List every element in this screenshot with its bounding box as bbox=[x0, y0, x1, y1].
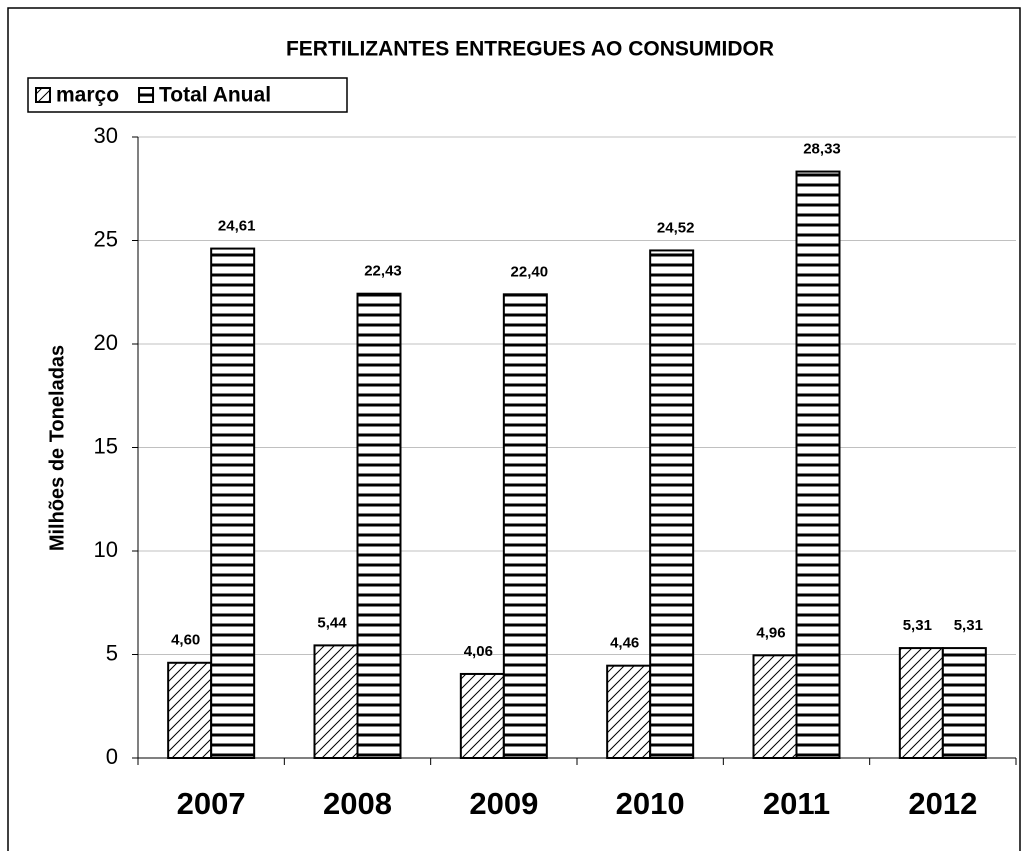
y-tick-label: 5 bbox=[106, 640, 118, 665]
bar bbox=[752, 654, 798, 759]
data-label: 4,60 bbox=[171, 632, 200, 649]
legend-label: Total Anual bbox=[159, 84, 271, 107]
y-tick-label: 15 bbox=[94, 433, 118, 458]
bar bbox=[941, 647, 987, 760]
y-tick-label: 10 bbox=[94, 537, 118, 562]
y-tick-label: 20 bbox=[94, 330, 118, 355]
data-label: 5,31 bbox=[903, 617, 932, 634]
x-tick-label: 2008 bbox=[323, 786, 392, 821]
data-label: 22,40 bbox=[511, 263, 549, 280]
x-tick-label: 2007 bbox=[177, 786, 246, 821]
bar bbox=[606, 664, 652, 759]
data-label: 24,52 bbox=[657, 219, 695, 236]
bar bbox=[898, 647, 944, 760]
data-label: 24,61 bbox=[218, 218, 256, 235]
data-label: 5,31 bbox=[954, 617, 983, 634]
bar bbox=[356, 292, 402, 759]
legend-box bbox=[27, 77, 348, 113]
y-axis-label: Milhões de Toneladas bbox=[46, 345, 68, 551]
x-tick-label: 2011 bbox=[763, 786, 830, 821]
data-label: 4,46 bbox=[610, 635, 639, 652]
x-tick-label: 2010 bbox=[616, 786, 685, 821]
y-tick-label: 30 bbox=[94, 123, 118, 148]
bar bbox=[649, 249, 695, 759]
chart-title: FERTILIZANTES ENTREGUES AO CONSUMIDOR bbox=[286, 38, 774, 61]
legend-label: março bbox=[56, 84, 119, 107]
bar bbox=[210, 247, 256, 759]
data-label: 22,43 bbox=[364, 263, 402, 280]
bar bbox=[313, 644, 359, 760]
bar bbox=[502, 293, 548, 759]
bar bbox=[167, 661, 213, 760]
legend-swatch bbox=[138, 87, 155, 103]
data-label: 28,33 bbox=[803, 141, 841, 158]
data-label: 4,06 bbox=[464, 643, 493, 660]
bar bbox=[795, 170, 841, 760]
x-tick-label: 2009 bbox=[469, 786, 538, 821]
data-label: 5,44 bbox=[317, 614, 347, 631]
y-tick-label: 0 bbox=[106, 744, 118, 769]
x-tick-label: 2012 bbox=[908, 786, 977, 821]
data-label: 4,96 bbox=[756, 624, 785, 641]
legend-swatch bbox=[35, 87, 51, 103]
bar bbox=[459, 672, 505, 760]
y-tick-label: 25 bbox=[94, 226, 118, 251]
